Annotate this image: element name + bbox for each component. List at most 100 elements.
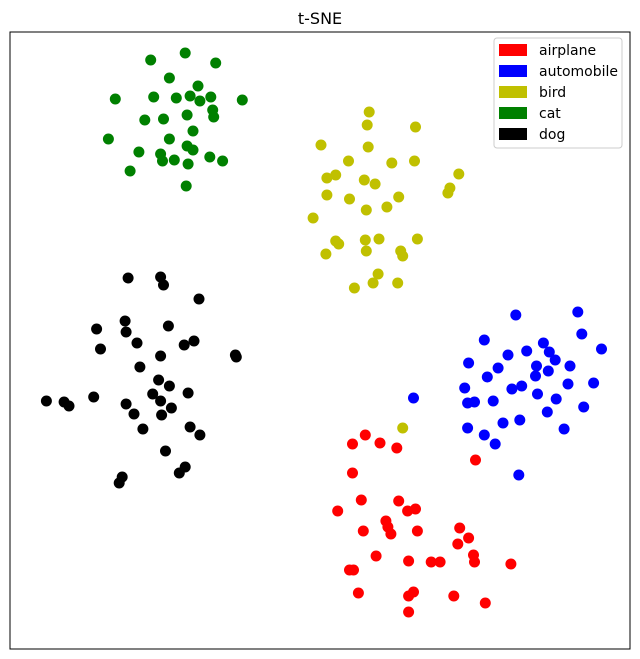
bird-point bbox=[410, 121, 421, 133]
cat-point bbox=[148, 91, 160, 103]
airplane-point bbox=[410, 503, 421, 515]
dog-point bbox=[162, 320, 174, 332]
airplane-point bbox=[452, 538, 464, 550]
bird-point bbox=[393, 191, 405, 203]
bird-point bbox=[362, 141, 374, 153]
bird-point bbox=[373, 233, 385, 245]
bird-point bbox=[409, 155, 420, 167]
bird-point bbox=[358, 174, 370, 186]
bird-point bbox=[360, 204, 372, 216]
airplane-point bbox=[448, 590, 460, 602]
dog-point bbox=[128, 408, 140, 420]
automobile-point bbox=[463, 357, 475, 369]
cat-point bbox=[181, 109, 193, 121]
dog-point bbox=[122, 272, 134, 284]
automobile-point bbox=[478, 429, 490, 441]
cat-point bbox=[102, 133, 114, 145]
airplane-point bbox=[348, 564, 359, 576]
dog-point bbox=[88, 391, 100, 403]
bird-point bbox=[315, 139, 327, 151]
airplane-point bbox=[355, 494, 367, 506]
legend-swatch-airplane bbox=[499, 44, 527, 56]
airplane-point bbox=[352, 587, 364, 599]
bird-point bbox=[386, 157, 398, 169]
cat-point bbox=[205, 91, 217, 103]
bird-point bbox=[307, 212, 319, 224]
bird-point bbox=[453, 168, 465, 180]
dog-point bbox=[182, 387, 194, 399]
bird-point bbox=[321, 189, 333, 201]
series-automobile bbox=[408, 306, 607, 481]
cat-point bbox=[124, 165, 136, 177]
automobile-point bbox=[558, 423, 570, 435]
dog-point bbox=[158, 279, 169, 291]
dog-point bbox=[163, 380, 175, 392]
legend-label-cat: cat bbox=[539, 106, 561, 122]
dog-point bbox=[120, 326, 132, 338]
automobile-point bbox=[549, 354, 561, 366]
bird-point bbox=[369, 178, 381, 190]
automobile-point bbox=[514, 414, 526, 426]
airplane-point bbox=[463, 532, 475, 544]
cat-point bbox=[170, 92, 182, 104]
airplane-point bbox=[403, 590, 415, 602]
chart-title: t-SNE bbox=[298, 9, 342, 28]
cat-point bbox=[163, 72, 175, 84]
bird-point bbox=[397, 250, 409, 262]
dog-point bbox=[134, 361, 146, 373]
cat-point bbox=[194, 95, 206, 107]
dog-point bbox=[113, 477, 125, 489]
bird-point bbox=[367, 277, 379, 289]
cat-point bbox=[192, 80, 204, 92]
series-airplane bbox=[332, 429, 517, 618]
cat-point bbox=[184, 90, 196, 102]
airplane-point bbox=[374, 437, 386, 449]
bird-point bbox=[359, 234, 371, 246]
bird-point bbox=[392, 277, 404, 289]
automobile-point bbox=[564, 360, 576, 372]
dog-point bbox=[188, 335, 200, 347]
automobile-point bbox=[537, 337, 549, 349]
airplane-point bbox=[403, 555, 415, 567]
airplane-point bbox=[470, 454, 481, 466]
automobile-point bbox=[521, 345, 533, 357]
series-bird bbox=[307, 106, 465, 434]
automobile-point bbox=[462, 422, 474, 434]
airplane-point bbox=[469, 556, 480, 568]
automobile-point bbox=[562, 378, 574, 390]
dog-point bbox=[155, 350, 167, 362]
automobile-point bbox=[542, 365, 554, 377]
dog-point bbox=[156, 409, 168, 421]
automobile-point bbox=[596, 343, 607, 355]
airplane-point bbox=[385, 528, 397, 540]
dog-point bbox=[131, 337, 143, 349]
automobile-point bbox=[531, 360, 542, 372]
cat-point bbox=[139, 114, 151, 126]
automobile-point bbox=[510, 309, 522, 321]
airplane-point bbox=[434, 556, 446, 568]
legend-label-bird: bird bbox=[539, 85, 566, 101]
bird-point bbox=[330, 169, 342, 181]
cat-point bbox=[208, 111, 220, 123]
airplane-point bbox=[391, 442, 403, 454]
cat-point bbox=[133, 146, 145, 158]
automobile-point bbox=[478, 334, 490, 346]
automobile-point bbox=[497, 417, 509, 429]
points-layer bbox=[40, 47, 607, 618]
airplane-point bbox=[454, 522, 466, 534]
bird-point bbox=[333, 238, 345, 250]
airplane-point bbox=[505, 558, 517, 570]
dog-point bbox=[184, 421, 196, 433]
cat-point bbox=[163, 133, 175, 145]
cat-point bbox=[187, 125, 199, 137]
series-dog bbox=[40, 271, 242, 489]
legend-label-dog: dog bbox=[539, 127, 565, 143]
automobile-point bbox=[487, 395, 499, 407]
bird-point bbox=[344, 193, 355, 205]
bird-point bbox=[442, 187, 454, 199]
cat-point bbox=[145, 54, 157, 66]
automobile-point bbox=[588, 377, 600, 389]
automobile-point bbox=[550, 393, 562, 405]
bird-point bbox=[411, 233, 423, 245]
dog-point bbox=[119, 315, 131, 327]
